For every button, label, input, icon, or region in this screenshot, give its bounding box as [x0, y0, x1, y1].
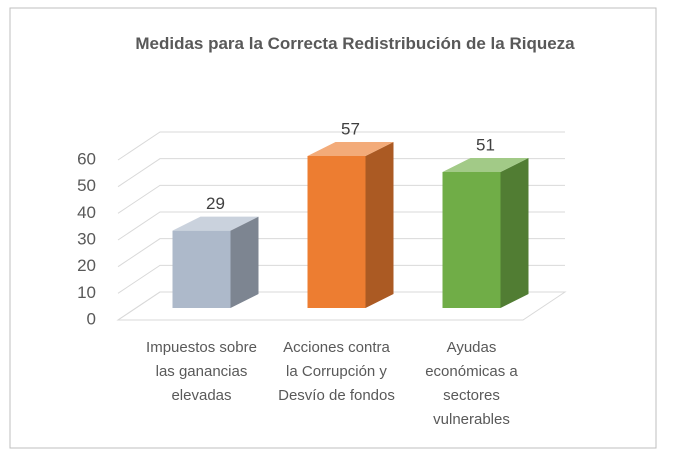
y-tick-label: 60: [77, 149, 96, 168]
y-tick-label: 20: [77, 256, 96, 275]
grid-line: [117, 291, 565, 321]
chart-border: [9, 7, 657, 449]
x-tick-label: Ayudas económicas a sectores vulnerables: [425, 339, 518, 428]
bar-top: [442, 158, 529, 172]
grid-line: [117, 131, 565, 161]
bar: [442, 172, 501, 308]
grid-line: [117, 211, 565, 241]
bar-side: [365, 142, 394, 308]
bar: [172, 230, 231, 308]
y-tick-label: 50: [77, 176, 96, 195]
chart-title: Medidas para la Correcta Redistribución …: [135, 34, 575, 53]
bar-side: [500, 158, 529, 308]
x-tick-label: Impuestos sobre las ganancias elevadas: [146, 339, 257, 404]
y-tick-label: 10: [77, 283, 96, 302]
y-tick-label: 0: [87, 309, 96, 328]
bar: [307, 156, 366, 308]
grid-line: [117, 238, 565, 268]
bar-top: [172, 216, 259, 231]
bar-top: [307, 142, 394, 156]
data-label: 29: [206, 194, 225, 213]
data-label: 51: [476, 135, 495, 154]
data-label: 57: [341, 119, 360, 138]
grid-line: [117, 184, 565, 214]
bar-side: [230, 216, 259, 308]
y-tick-label: 40: [77, 203, 96, 222]
grid-line: [117, 264, 565, 294]
y-tick-label: 30: [77, 229, 96, 248]
x-tick-label: Acciones contra la Corrupción y Desvío d…: [278, 339, 395, 404]
grid-line: [117, 158, 565, 188]
